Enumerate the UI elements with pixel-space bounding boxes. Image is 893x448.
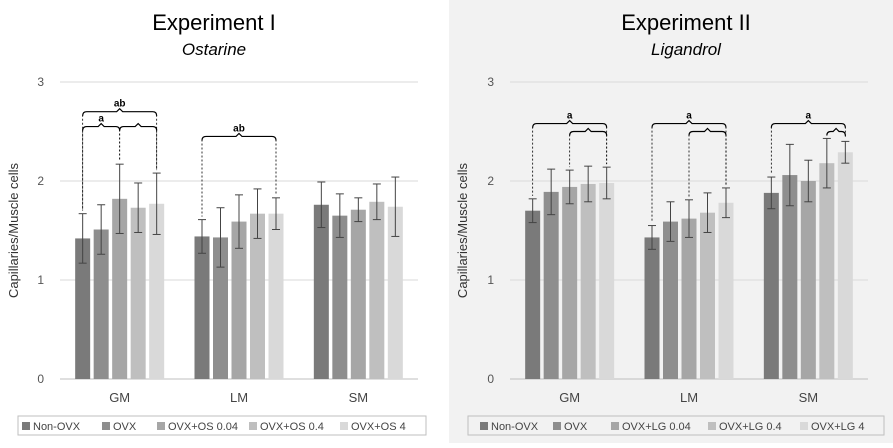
legend-label: Non-OVX bbox=[491, 421, 539, 433]
y-axis-title: Capillaries/Muscle cells bbox=[6, 162, 21, 298]
bar bbox=[93, 229, 109, 379]
x-tick-label: GM bbox=[559, 390, 580, 405]
bar bbox=[332, 215, 348, 379]
legend-label: OVX+OS 0.4 bbox=[260, 421, 324, 433]
y-tick-label: 0 bbox=[487, 372, 494, 386]
bar bbox=[782, 175, 798, 379]
bar bbox=[130, 207, 146, 379]
annotation-bracket bbox=[532, 119, 608, 128]
legend-swatch bbox=[800, 422, 808, 430]
bar bbox=[213, 237, 228, 379]
bar bbox=[681, 218, 697, 379]
annotation-bracket bbox=[770, 119, 846, 128]
bar bbox=[313, 204, 329, 379]
legend-label: OVX+OS 0.04 bbox=[168, 421, 238, 433]
bar bbox=[387, 206, 403, 379]
chart-title: Experiment II bbox=[621, 10, 751, 35]
y-tick-label: 3 bbox=[487, 75, 494, 89]
legend-swatch bbox=[102, 422, 110, 430]
legend-swatch bbox=[553, 422, 561, 430]
legend-swatch bbox=[480, 422, 488, 430]
annotation-bracket bbox=[826, 127, 846, 136]
legend-label: OVX+OS 4 bbox=[351, 421, 406, 433]
legend-swatch bbox=[249, 422, 257, 430]
bar bbox=[819, 163, 835, 379]
annotation-bracket bbox=[569, 127, 608, 136]
bar bbox=[837, 152, 853, 379]
bar bbox=[75, 238, 91, 379]
x-tick-label: SM bbox=[349, 390, 369, 405]
bar bbox=[194, 236, 210, 379]
legend-label: OVX bbox=[113, 421, 137, 433]
bar bbox=[599, 182, 615, 379]
legend-swatch bbox=[157, 422, 165, 430]
bar bbox=[268, 213, 284, 379]
bar bbox=[250, 213, 265, 379]
x-tick-label: SM bbox=[799, 390, 819, 405]
bar bbox=[525, 210, 541, 379]
annotation-label: a bbox=[98, 114, 104, 125]
y-tick-label: 2 bbox=[37, 174, 44, 188]
legend-label: OVX+LG 4 bbox=[811, 421, 865, 433]
y-tick-label: 0 bbox=[37, 372, 44, 386]
chart-subtitle: Ostarine bbox=[182, 40, 246, 59]
annotation-bracket bbox=[651, 119, 727, 128]
bar bbox=[580, 183, 596, 379]
bar bbox=[350, 209, 366, 379]
bar bbox=[763, 192, 779, 379]
annotation-bracket bbox=[82, 107, 158, 116]
bar bbox=[718, 202, 734, 379]
legend-box bbox=[467, 415, 885, 436]
bar bbox=[800, 181, 816, 379]
bar bbox=[112, 198, 128, 379]
y-axis-title: Capillaries/Muscle cells bbox=[455, 162, 470, 298]
legend-label: Non-OVX bbox=[33, 421, 81, 433]
annotation-label: ab bbox=[233, 123, 245, 134]
legend-label: OVX bbox=[564, 421, 588, 433]
bar bbox=[231, 221, 247, 379]
legend-swatch bbox=[22, 422, 30, 430]
legend-swatch bbox=[708, 422, 716, 430]
bar bbox=[700, 212, 715, 379]
legend-swatch bbox=[340, 422, 348, 430]
y-tick-label: 1 bbox=[487, 273, 494, 287]
chart-title: Experiment I bbox=[152, 10, 276, 35]
bar bbox=[562, 186, 578, 379]
bar bbox=[663, 221, 678, 379]
bar bbox=[644, 237, 660, 379]
x-tick-label: LM bbox=[230, 390, 248, 405]
annotation-bracket bbox=[688, 127, 727, 136]
bar bbox=[369, 201, 385, 379]
legend-label: OVX+LG 0.04 bbox=[622, 421, 691, 433]
panel-experiment-1: Experiment I Ostarine Capillaries/Muscle c… bbox=[0, 0, 440, 443]
annotation-label: a bbox=[567, 111, 573, 122]
annotation-label: ab bbox=[114, 99, 126, 110]
x-tick-label: GM bbox=[109, 390, 130, 405]
legend-label: OVX+LG 0.4 bbox=[719, 421, 782, 433]
legend-swatch bbox=[611, 422, 619, 430]
bar bbox=[149, 203, 165, 379]
annotation-label: a bbox=[686, 111, 692, 122]
bar bbox=[543, 191, 559, 379]
annotation-bracket bbox=[82, 122, 121, 131]
x-tick-label: LM bbox=[680, 390, 698, 405]
panel-experiment-2: Experiment II Ligandrol Capillaries/Muscle… bbox=[449, 0, 893, 443]
y-tick-label: 1 bbox=[37, 273, 44, 287]
y-tick-label: 3 bbox=[37, 75, 44, 89]
annotation-bracket bbox=[201, 132, 277, 141]
annotation-bracket bbox=[119, 122, 158, 131]
y-tick-label: 2 bbox=[487, 174, 494, 188]
chart-subtitle: Ligandrol bbox=[651, 40, 722, 59]
annotation-label: a bbox=[806, 111, 812, 122]
legend-box bbox=[17, 415, 427, 436]
